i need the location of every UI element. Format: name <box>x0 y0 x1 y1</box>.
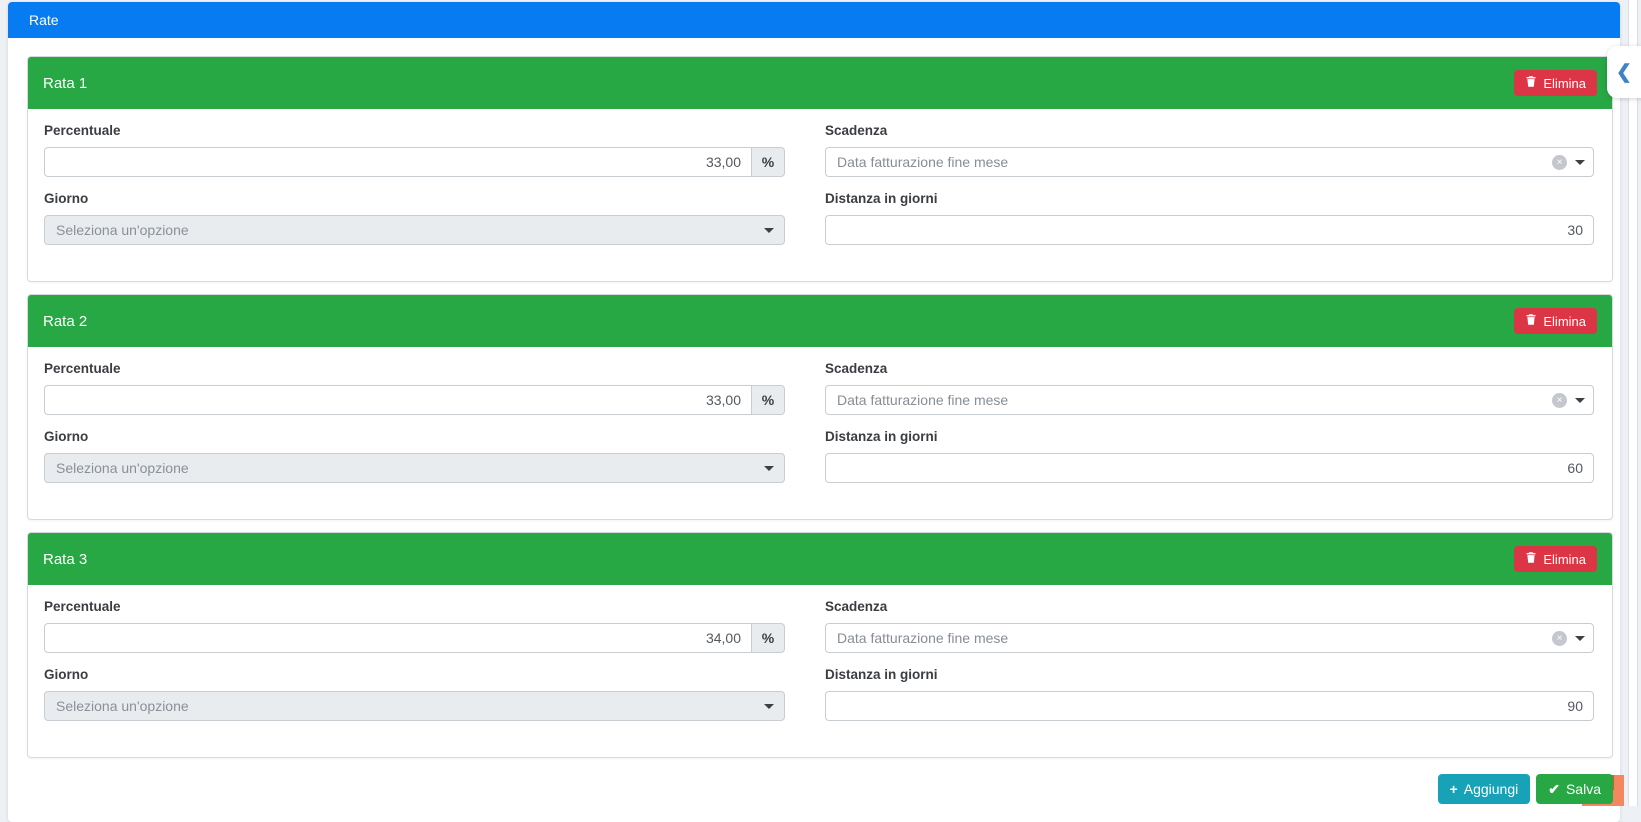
distanza-label: Distanza in giorni <box>825 429 938 444</box>
giorno-label: Giorno <box>44 429 89 444</box>
scadenza-label: Scadenza <box>825 599 888 614</box>
delete-button-label: Elimina <box>1543 75 1586 91</box>
rata-1-body: Percentuale % Scadenza Data fatturazione… <box>28 109 1612 281</box>
scrollbar-track[interactable] <box>1628 0 1638 806</box>
plus-icon: + <box>1449 781 1458 797</box>
giorno-placeholder: Seleziona un'opzione <box>56 460 189 476</box>
delete-button-label: Elimina <box>1543 551 1586 567</box>
rata-2-body: Percentuale % Scadenza Data fatturazione… <box>28 347 1612 519</box>
percentuale-label: Percentuale <box>44 361 121 376</box>
rata-2-header: Rata 2 Elimina <box>28 295 1612 347</box>
distanza-label: Distanza in giorni <box>825 667 938 682</box>
caret-down-icon <box>764 465 775 471</box>
percentuale-input[interactable] <box>44 623 753 653</box>
rata-3-header: Rata 3 Elimina <box>28 533 1612 585</box>
scadenza-selected-value: Data fatturazione fine mese <box>837 392 1009 408</box>
percentuale-input[interactable] <box>44 385 753 415</box>
percent-addon: % <box>752 385 786 415</box>
caret-down-icon <box>1575 635 1585 641</box>
chevron-left-icon: ❮ <box>1616 61 1632 83</box>
rata-3-body: Percentuale % Scadenza Data fatturazione… <box>28 585 1612 757</box>
distanza-input[interactable] <box>825 215 1594 245</box>
trash-icon <box>1525 551 1537 567</box>
giorno-select[interactable]: Seleziona un'opzione <box>44 215 786 245</box>
rata-2-title: Rata 2 <box>43 312 88 330</box>
scadenza-selected-value: Data fatturazione fine mese <box>837 154 1009 170</box>
scadenza-select[interactable]: Data fatturazione fine mese × <box>825 623 1594 653</box>
giorno-placeholder: Seleziona un'opzione <box>56 698 189 714</box>
clear-selection-icon[interactable]: × <box>1552 154 1567 170</box>
rate-card-body: Rata 1 Elimina Percentuale % <box>8 38 1620 804</box>
footer-actions: + Aggiungi ✔ Salva <box>27 774 1613 804</box>
delete-rata-3-button[interactable]: Elimina <box>1514 546 1597 572</box>
add-rata-button[interactable]: + Aggiungi <box>1437 774 1531 804</box>
save-button[interactable]: ✔ Salva <box>1536 774 1613 804</box>
delete-button-label: Elimina <box>1543 313 1586 329</box>
giorno-placeholder: Seleziona un'opzione <box>56 222 189 238</box>
collapse-sidebar-toggle[interactable]: ❮ <box>1607 46 1641 98</box>
page-title: Rate <box>8 2 1620 38</box>
delete-rata-1-button[interactable]: Elimina <box>1514 70 1597 96</box>
rata-3-title: Rata 3 <box>43 550 88 568</box>
percentuale-label: Percentuale <box>44 123 121 138</box>
scadenza-select[interactable]: Data fatturazione fine mese × <box>825 385 1594 415</box>
giorno-label: Giorno <box>44 191 89 206</box>
distanza-label: Distanza in giorni <box>825 191 938 206</box>
rata-1-header: Rata 1 Elimina <box>28 57 1612 109</box>
clear-selection-icon[interactable]: × <box>1552 392 1567 408</box>
distanza-input[interactable] <box>825 453 1594 483</box>
trash-icon <box>1525 313 1537 329</box>
save-button-label: Salva <box>1565 781 1601 797</box>
giorno-select[interactable]: Seleziona un'opzione <box>44 453 786 483</box>
percentuale-input[interactable] <box>44 147 753 177</box>
check-icon: ✔ <box>1548 780 1560 797</box>
scadenza-label: Scadenza <box>825 123 888 138</box>
scadenza-select[interactable]: Data fatturazione fine mese × <box>825 147 1594 177</box>
rata-panel-2: Rata 2 Elimina Percentuale % <box>27 294 1613 520</box>
rata-1-title: Rata 1 <box>43 74 88 92</box>
rate-card: Rate Rata 1 Elimina Percentuale <box>8 2 1620 822</box>
percent-addon: % <box>752 147 786 177</box>
add-button-label: Aggiungi <box>1463 781 1519 797</box>
distanza-input[interactable] <box>825 691 1594 721</box>
trash-icon <box>1525 75 1537 91</box>
percentuale-label: Percentuale <box>44 599 121 614</box>
caret-down-icon <box>1575 397 1585 403</box>
percent-addon: % <box>752 623 786 653</box>
rata-panel-3: Rata 3 Elimina Percentuale % <box>27 532 1613 758</box>
caret-down-icon <box>764 227 775 233</box>
scadenza-label: Scadenza <box>825 361 888 376</box>
caret-down-icon <box>764 703 775 709</box>
giorno-select[interactable]: Seleziona un'opzione <box>44 691 786 721</box>
delete-rata-2-button[interactable]: Elimina <box>1514 308 1597 334</box>
clear-selection-icon[interactable]: × <box>1552 630 1567 646</box>
rata-panel-1: Rata 1 Elimina Percentuale % <box>27 56 1613 282</box>
giorno-label: Giorno <box>44 667 89 682</box>
caret-down-icon <box>1575 159 1585 165</box>
scadenza-selected-value: Data fatturazione fine mese <box>837 630 1009 646</box>
